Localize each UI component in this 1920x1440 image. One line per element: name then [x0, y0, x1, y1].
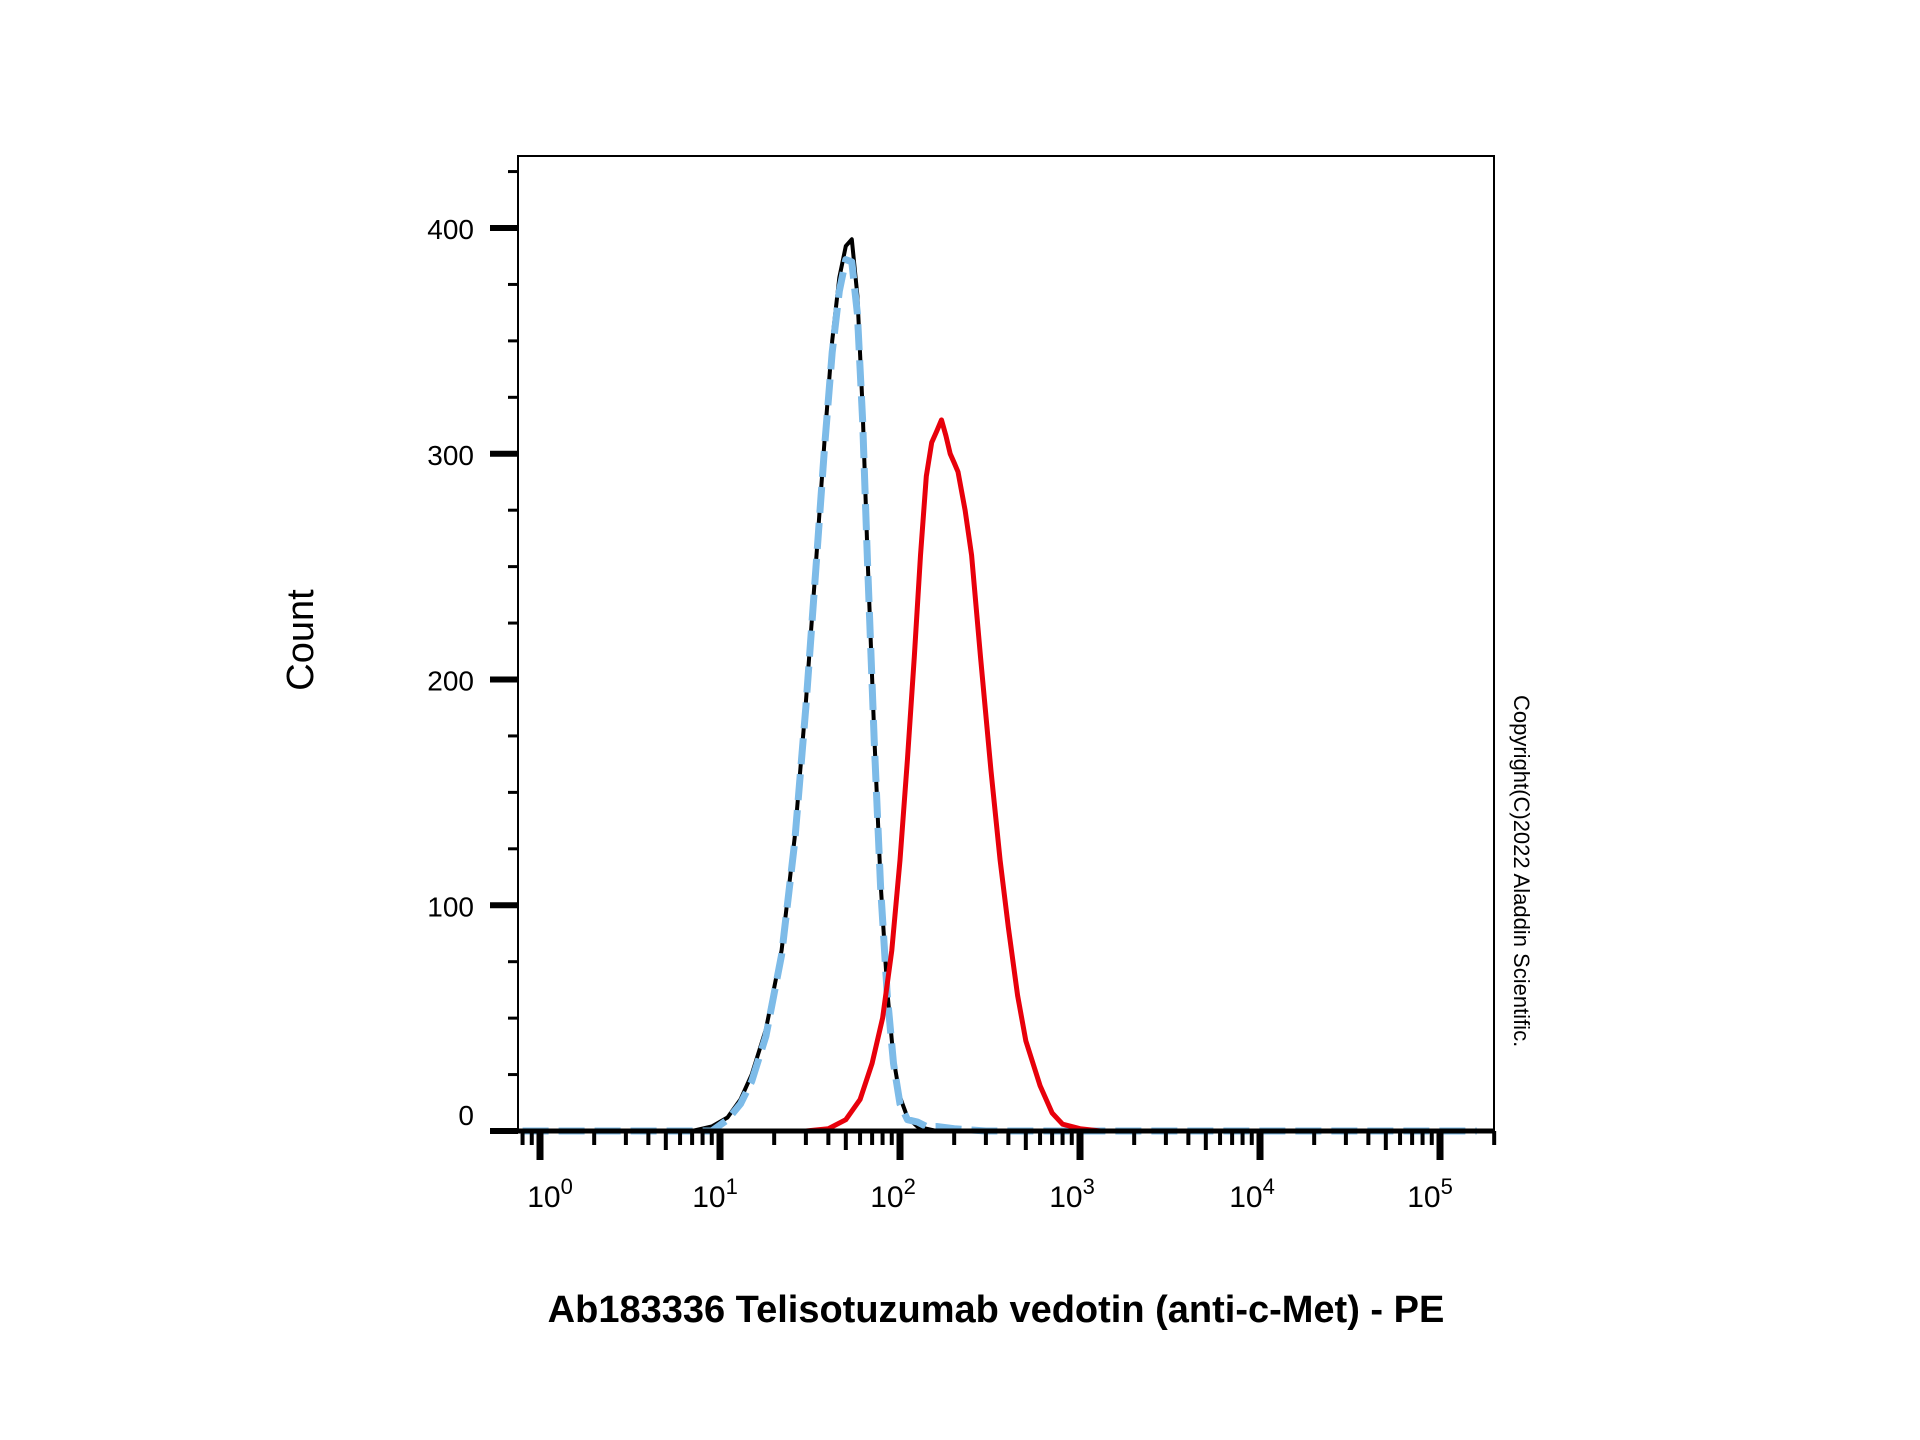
y-tick-label: 0 [458, 1100, 474, 1131]
x-tick-label: 100 [527, 1174, 573, 1214]
x-axis: 100 101 102 103 104 105 [490, 1128, 1497, 1214]
x-tick-label: 103 [1049, 1174, 1095, 1214]
x-axis-label: Ab183336 Telisotuzumab vedotin (anti-c-M… [548, 1289, 1445, 1331]
y-tick-label: 300 [427, 440, 474, 471]
x-tick-label: 105 [1407, 1174, 1453, 1214]
x-tick-label: 104 [1229, 1174, 1275, 1214]
series-line-blue-dashed [522, 256, 1477, 1135]
y-tick-label: 400 [427, 214, 474, 245]
series-line-red [522, 417, 1477, 1134]
series-layer [522, 237, 1477, 1135]
y-tick-label: 100 [427, 891, 474, 922]
copyright-watermark: Copyright(C)2022 Aladdin Scientific. [1509, 695, 1534, 1047]
y-axis: 0 100 200 300 400 [427, 170, 518, 1134]
y-axis-label: Count [280, 589, 322, 691]
x-tick-label: 102 [870, 1174, 916, 1214]
x-tick-label: 101 [692, 1174, 738, 1214]
y-tick-label: 200 [427, 666, 474, 697]
